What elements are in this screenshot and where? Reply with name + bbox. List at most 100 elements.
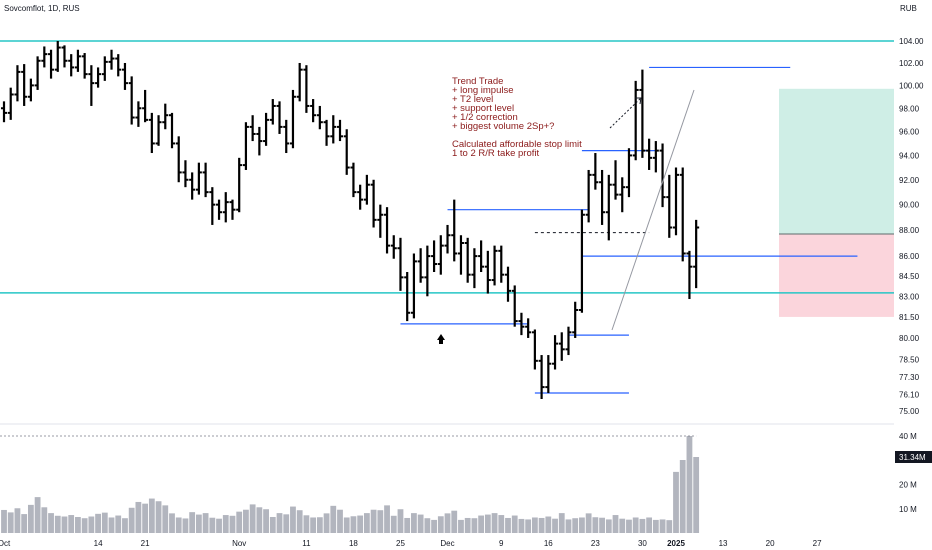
- volume-tick-label: 20 M: [899, 481, 917, 490]
- ohlc-bar-33: [222, 192, 229, 223]
- date-tick-label: 11: [302, 539, 311, 548]
- volume-tick-label: 10 M: [899, 505, 917, 514]
- volume-bar-97: [652, 519, 659, 533]
- volume-axis: 40 M 20 M 10 M 31.34M: [895, 432, 932, 514]
- volume-bar-33: [222, 515, 229, 533]
- time-axis[interactable]: Oct 14 21 Nov 11 18 25 Dec 9 16 23 30 2025 13 20 27: [0, 539, 822, 548]
- date-tick-label: 30: [638, 539, 647, 548]
- ohlc-bar-35: [236, 157, 243, 213]
- price-tick-label: 92.00: [899, 176, 920, 185]
- ohlc-bar-53: [357, 184, 364, 210]
- date-tick-label: 14: [94, 539, 103, 548]
- ohlc-bar-0: [1, 101, 7, 123]
- date-tick-label: 27: [813, 539, 822, 548]
- volume-bar-64: [431, 519, 437, 533]
- date-tick-label: 2025: [667, 539, 685, 548]
- ohlc-bar-26: [175, 136, 182, 183]
- ohlc-bar-98: [659, 143, 666, 208]
- ohlc-bar-9: [61, 45, 68, 68]
- ohlc-bar-32: [216, 199, 223, 220]
- level-lines: [0, 40, 894, 394]
- price-axis[interactable]: 104.00 102.00 100.00 98.00 96.00 94.00 92.00 90…: [899, 37, 924, 416]
- price-tick-label: 78.50: [899, 355, 920, 364]
- ohlc-bar-56: [377, 204, 384, 238]
- ohlc-bar-47: [316, 105, 323, 130]
- ohlc-bar-60: [404, 272, 411, 322]
- volume-bar-16: [108, 517, 115, 533]
- volume-bar-84: [565, 519, 572, 533]
- ohlc-bar-50: [337, 119, 343, 142]
- ohlc-bar-41: [276, 101, 283, 134]
- volume-tick-label: 40 M: [899, 432, 917, 441]
- ohlc-bar-66: [444, 224, 451, 254]
- volume-bar-74: [498, 515, 505, 533]
- volume-bar-78: [525, 519, 532, 533]
- ohlc-bar-13: [88, 65, 95, 106]
- volume-bar-90: [605, 519, 612, 533]
- ohlc-bars: [1, 41, 700, 399]
- ohlc-bar-103: [693, 219, 700, 289]
- volume-bar-76: [511, 515, 518, 533]
- ohlc-bar-63: [424, 245, 431, 297]
- ohlc-bar-64: [431, 240, 438, 273]
- volume-bar-10: [68, 515, 75, 533]
- ohlc-bar-59: [397, 237, 404, 291]
- volume-bar-51: [343, 517, 350, 533]
- ohlc-bar-100: [673, 167, 679, 236]
- ohlc-bar-38: [256, 126, 263, 156]
- ohlc-bar-16: [108, 49, 115, 70]
- volume-bar-72: [484, 514, 491, 533]
- volume-bar-86: [579, 517, 585, 533]
- ohlc-bar-15: [101, 56, 108, 81]
- volume-bar-80: [538, 517, 545, 533]
- volume-bar-50: [337, 509, 343, 533]
- ohlc-bar-54: [363, 174, 370, 205]
- volume-bar-82: [552, 518, 558, 533]
- volume-bar-27: [182, 518, 189, 533]
- volume-bar-25: [169, 513, 175, 533]
- trade-annotation: Trend Trade + long impulse + T2 level + …: [452, 76, 582, 159]
- ohlc-bar-71: [478, 240, 485, 273]
- date-tick-label: 13: [719, 539, 728, 548]
- ohlc-bar-73: [491, 245, 498, 286]
- volume-bar-8: [54, 515, 61, 533]
- trend-line: [611, 89, 695, 331]
- volume-bar-103: [693, 457, 700, 533]
- volume-bar-75: [505, 517, 511, 533]
- ohlc-bar-18: [121, 62, 128, 90]
- price-tick-label: 88.00: [899, 226, 920, 235]
- ohlc-bar-29: [195, 162, 202, 195]
- volume-bar-44: [296, 510, 303, 533]
- volume-bar-87: [585, 513, 592, 533]
- date-tick-label: Oct: [0, 539, 11, 548]
- ohlc-bar-39: [263, 112, 270, 146]
- volume-bar-67: [451, 510, 458, 533]
- ohlc-bar-62: [417, 248, 424, 283]
- volume-bar-3: [21, 514, 28, 533]
- ohlc-bar-74: [498, 245, 505, 283]
- ohlc-bar-45: [303, 65, 310, 113]
- volume-bar-4: [27, 504, 34, 533]
- date-tick-label: Nov: [232, 539, 246, 548]
- volume-bar-66: [444, 513, 451, 533]
- ohlc-bar-65: [437, 235, 444, 275]
- ohlc-bar-55: [370, 179, 377, 228]
- ohlc-bar-81: [545, 355, 552, 394]
- ohlc-bar-86: [578, 209, 585, 313]
- ohlc-bar-5: [34, 56, 41, 90]
- volume-bar-70: [471, 518, 478, 533]
- volume-bar-93: [626, 519, 632, 533]
- ohlc-bar-36: [242, 122, 249, 170]
- profit-zone: [779, 88, 894, 234]
- ohlc-bar-78: [525, 318, 532, 338]
- annotation-line-8: 1 to 2 R/R take profit: [452, 148, 539, 159]
- date-tick-label: 9: [499, 539, 504, 548]
- ohlc-bar-67: [451, 199, 458, 262]
- ohlc-bar-43: [289, 89, 296, 149]
- dashed-projection-arrow: [609, 97, 642, 129]
- volume-bar-85: [572, 518, 579, 533]
- volume-bar-40: [269, 516, 276, 533]
- volume-bar-101: [679, 460, 686, 533]
- volume-bar-69: [464, 517, 471, 533]
